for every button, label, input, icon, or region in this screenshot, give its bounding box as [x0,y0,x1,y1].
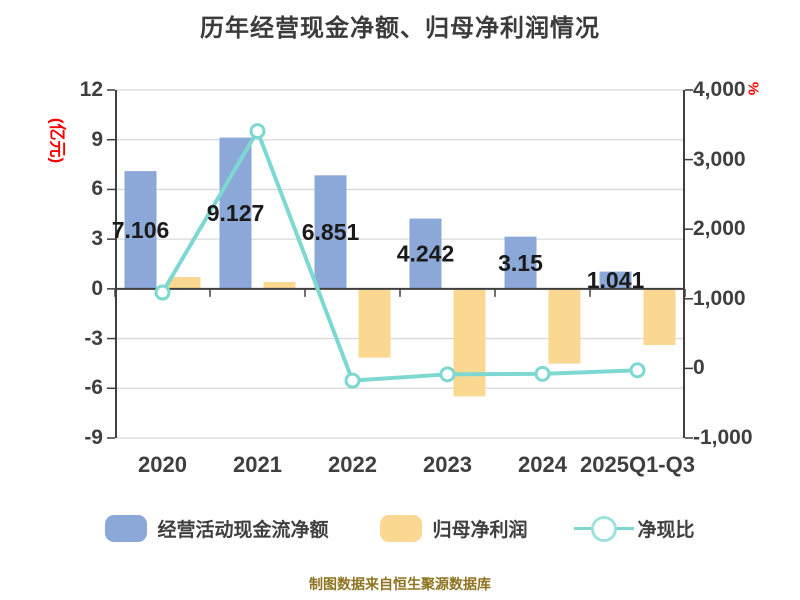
netprofit-bar-2022 [358,288,391,358]
ratio-point-2024 [534,365,551,382]
chart-title: 历年经营现金净额、归母净利润情况 [200,15,600,42]
right-axis-tick-label: 0 [693,356,705,380]
ratio-line-swatch-icon [573,515,634,542]
netprofit-bar-2020 [168,276,201,289]
right-axis-tick-label: 2,000 [693,217,746,241]
legend-label-netprofit: 归母净利润 [432,520,528,541]
x-axis-label-2024: 2024 [518,452,567,477]
plot-area: 7.106 9.127 6.851 4.242 3.15 1.041 [107,89,693,439]
cashflow-bar-2025Q1-Q3 [599,271,632,289]
left-axis-tick-label: -9 [84,426,103,449]
bar-value-label: 6.851 [302,219,360,245]
legend-label-cashflow: 经营活动现金流净额 [157,520,329,541]
netprofit-bar-2025Q1-Q3 [643,288,676,346]
x-axis-label-2021: 2021 [233,452,282,477]
right-axis-tick-label: 1,000 [693,286,746,310]
x-axis-label-2020: 2020 [138,452,187,477]
data-source-note: 制图数据来自恒生聚源数据库 [309,576,491,592]
legend: 经营活动现金流净额 归母净利润 净现比 [0,515,800,542]
left-axis-tick-label: 0 [91,276,103,300]
ratio-point-2021 [249,123,266,140]
x-axis-label-2023: 2023 [423,452,472,477]
legend-item-net-profit[interactable]: 归母净利润 [380,515,528,542]
ratio-point-2022 [344,372,361,389]
ratio-line [160,129,640,383]
bar-value-label: 7.106 [112,217,170,243]
netprofit-bar-2024 [548,288,581,364]
right-axis-tick-label: 4,000 [693,78,746,101]
bar-value-label: 1.041 [587,267,645,293]
x-axis-label-2025Q1-Q3: 2025Q1-Q3 [580,452,695,477]
bar-value-label: 9.127 [207,200,265,226]
ratio-point-2023 [439,366,456,383]
cashflow-swatch-icon [105,515,148,542]
left-axis-tick-label: 3 [91,227,103,251]
legend-item-operating-cashflow[interactable]: 经营活动现金流净额 [105,515,328,542]
legend-item-cash-ratio[interactable]: 净现比 [573,515,695,542]
cashflow-bar-2020 [124,171,157,289]
netprofit-bar-2021 [263,281,296,289]
x-axis-label-2022: 2022 [328,452,377,477]
ratio-point-2020 [154,284,171,301]
cashflow-bar-2022 [314,175,347,289]
bar-value-label: 3.15 [498,250,543,276]
netprofit-bar-2023 [453,288,486,397]
left-axis-tick-label: 12 [79,78,103,101]
left-axis-tick-label: -3 [84,326,103,350]
cashflow-bar-2024 [504,236,537,289]
cashflow-bar-2023 [409,218,442,289]
left-axis-tick-label: 6 [91,177,103,201]
cashflow-bar-2021 [219,137,252,289]
ratio-point-2025Q1-Q3 [629,362,646,379]
legend-label-ratio: 净现比 [637,520,695,541]
left-axis-tick-label: -6 [84,376,103,400]
bar-value-label: 4.242 [397,241,455,267]
netprofit-swatch-icon [380,515,423,542]
left-axis-tick-label: 9 [91,127,103,151]
right-axis-tick-label: 3,000 [693,147,746,171]
right-axis-tick-label: -1,000 [693,426,753,449]
